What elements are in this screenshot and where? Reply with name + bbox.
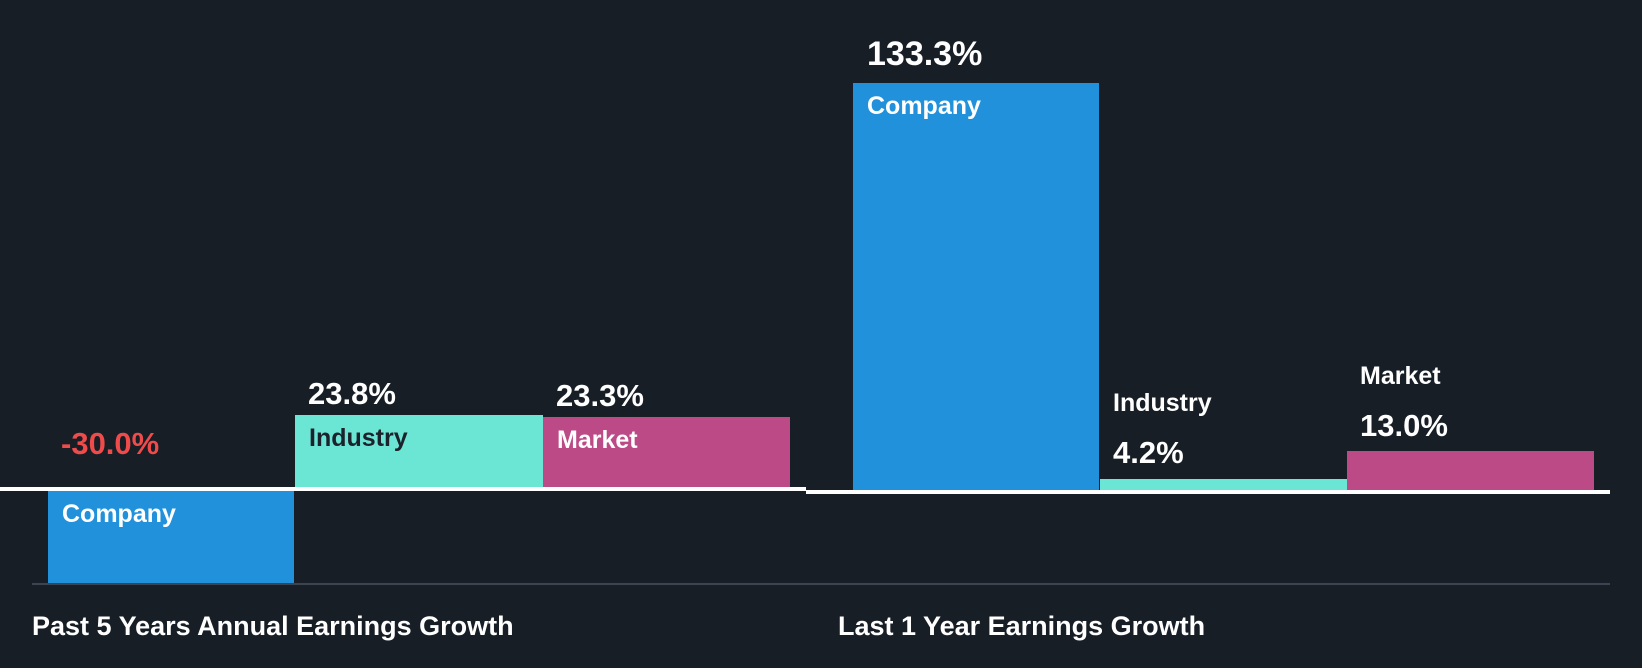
bar-label-company: Company [867,92,981,120]
chart-title-last-1-year: Last 1 Year Earnings Growth [838,611,1206,641]
chart-panel-last-1-year: Company 133.3% Industry 4.2% Market 13.0… [806,0,1642,668]
panel-bottom-rule [806,583,1610,585]
bar-industry[interactable] [1100,479,1347,492]
bar-value-market: 13.0% [1360,408,1448,443]
plot-area-last-1-year: Company 133.3% Industry 4.2% Market 13.0… [806,0,1642,668]
bar-value-company: -30.0% [61,426,160,461]
bar-label-market: Market [557,426,638,454]
bar-company[interactable]: Company [48,491,294,583]
chart-title-past-5-years: Past 5 Years Annual Earnings Growth [32,611,514,641]
bar-value-market: 23.3% [556,378,644,413]
bar-label-company: Company [62,500,176,528]
bar-label-industry: Industry [1113,389,1212,417]
zero-axis-line [0,487,806,491]
bar-market[interactable]: Market [543,417,790,489]
chart-panel-past-5-years: Company -30.0% Industry 23.8% Market 23.… [0,0,806,668]
bar-value-industry: 4.2% [1113,435,1184,470]
bar-market[interactable] [1347,451,1594,492]
plot-area-past-5-years: Company -30.0% Industry 23.8% Market 23.… [0,0,806,668]
panel-bottom-rule [32,583,806,585]
bar-company[interactable]: Company [853,83,1099,492]
bar-industry[interactable]: Industry [295,415,543,489]
bar-label-market: Market [1360,362,1441,390]
bar-value-company: 133.3% [867,35,983,73]
zero-axis-line [806,490,1610,494]
bar-label-industry: Industry [309,424,408,452]
bar-value-industry: 23.8% [308,376,396,411]
